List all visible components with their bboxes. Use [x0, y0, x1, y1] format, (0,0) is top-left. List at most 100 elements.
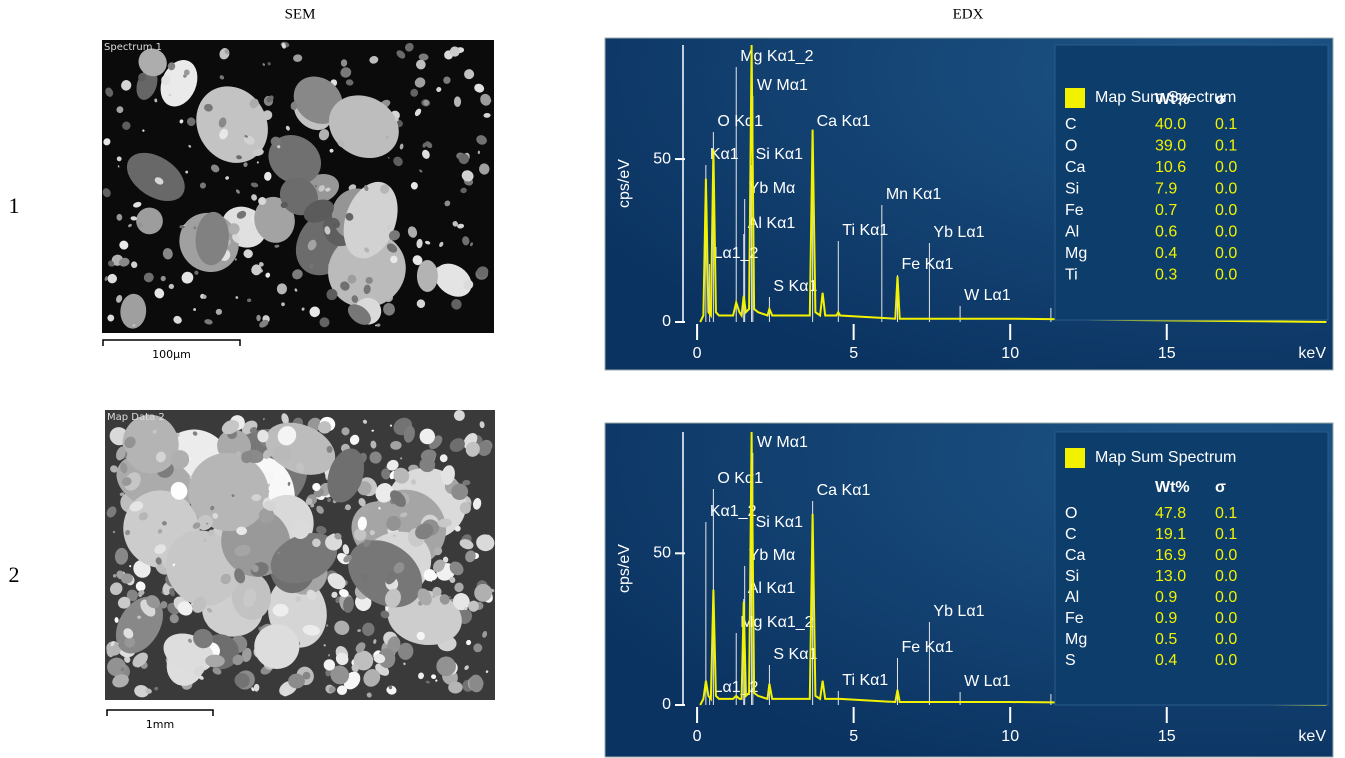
sem-particle: [225, 176, 229, 180]
peak-label: Mn Kα1: [886, 186, 942, 203]
sem-caption: Spectrum 1: [104, 42, 162, 53]
sem-particle: [388, 685, 393, 690]
sem-particle: [318, 129, 330, 141]
sem-particle: [312, 538, 321, 548]
peak-label: W Mα1: [757, 77, 808, 94]
table-cell: Ti: [1065, 267, 1078, 284]
peak-label: Si Kα1: [756, 514, 804, 531]
sem-particle: [288, 673, 305, 689]
peak-label: Yb Mα: [749, 180, 796, 197]
sem-particle: [452, 220, 458, 227]
sem-particle: [258, 197, 267, 205]
sem-particle: [470, 242, 473, 247]
table-cell: Fe: [1065, 610, 1084, 627]
sem-particle: [383, 302, 395, 316]
sem-particle: [249, 426, 257, 433]
sem-particle: [387, 156, 390, 159]
sem-particle: [436, 87, 442, 93]
sem-particle: [244, 135, 255, 145]
table-cell: 0.0: [1215, 610, 1237, 627]
sem-particle: [485, 670, 489, 673]
sem-particle: [340, 59, 348, 67]
sem-particle: [256, 314, 261, 322]
sem-particle: [353, 528, 367, 541]
sem-particle: [228, 223, 240, 235]
sem-particle: [355, 642, 366, 653]
y-tick-label: 0: [662, 696, 671, 713]
sem-particle: [347, 274, 357, 284]
sem-particle: [387, 636, 401, 654]
sem-particle: [363, 669, 381, 687]
sem-particle: [138, 72, 146, 82]
sem-particle: [117, 596, 131, 609]
table-cell: 0.0: [1215, 589, 1237, 606]
sem-particle: [270, 532, 338, 584]
sem-particle: [210, 505, 215, 511]
sem-particle: [399, 143, 404, 150]
column-header: EDX: [953, 6, 984, 22]
sem-particle: [133, 201, 142, 208]
table-cell: O: [1065, 505, 1077, 522]
sem-particle: [482, 630, 488, 638]
sem-particle: [231, 494, 235, 497]
sem-particle: [399, 512, 408, 518]
peak-label: Yb Mα: [749, 547, 796, 564]
table-cell: C: [1065, 526, 1077, 543]
sem-particle: [112, 674, 129, 688]
sem-particle: [277, 426, 297, 446]
sem-particle: [361, 572, 369, 581]
table-cell: O: [1065, 138, 1077, 155]
table-cell: Ca: [1065, 159, 1086, 176]
sem-particle: [235, 189, 240, 194]
sem-particle: [397, 642, 414, 660]
sem-particle: [386, 515, 401, 531]
sem-particle: [472, 497, 482, 510]
sem-particle: [205, 654, 225, 668]
table-cell: 19.1: [1155, 526, 1186, 543]
sem-particle: [357, 481, 372, 496]
peak-label: Ca Kα1: [817, 482, 871, 499]
sem-particle: [123, 628, 134, 639]
sem-particle: [463, 606, 468, 611]
sem-particle: [116, 156, 122, 162]
sem-particle: [285, 125, 290, 131]
sem-particle: [476, 266, 489, 278]
table-cell: 0.9: [1155, 589, 1177, 606]
table-cell: 0.4: [1155, 652, 1177, 669]
sem-particle: [241, 451, 253, 464]
table-cell: 47.8: [1155, 505, 1186, 522]
sem-particle: [416, 238, 423, 249]
sem-particle: [192, 431, 198, 436]
table-cell: 0.0: [1215, 245, 1237, 262]
sem-particle: [251, 494, 262, 501]
sem-particle: [462, 480, 471, 486]
peak-label: Yb Lα1: [933, 603, 984, 620]
x-axis-label: keV: [1298, 345, 1326, 362]
sem-particle: [136, 663, 141, 668]
sem-particle: [119, 257, 130, 267]
sem-particle: [129, 501, 144, 512]
sem-particle: [263, 500, 276, 511]
sem-particle: [131, 261, 138, 269]
sem-particle: [407, 226, 418, 238]
sem-particle: [418, 672, 424, 680]
sem-particle: [220, 573, 231, 585]
sem-particle: [155, 451, 166, 463]
sem-particle: [305, 497, 313, 505]
sem-particle: [135, 581, 146, 592]
sem-particle: [224, 48, 230, 55]
sem-particle: [122, 121, 131, 130]
sem-particle: [437, 518, 452, 528]
sem-particle: [362, 419, 367, 424]
sem-particle: [345, 79, 354, 86]
sem-particle: [310, 503, 315, 508]
table-cell: 7.9: [1155, 181, 1177, 198]
sem-particle: [454, 582, 464, 593]
sem-particle: [251, 264, 262, 276]
sem-particle: [442, 556, 449, 563]
sem-particle: [165, 530, 240, 606]
sem-particle: [168, 93, 172, 97]
sem-particle: [371, 429, 375, 432]
sem-particle: [282, 689, 290, 697]
sem-particle: [234, 258, 237, 261]
